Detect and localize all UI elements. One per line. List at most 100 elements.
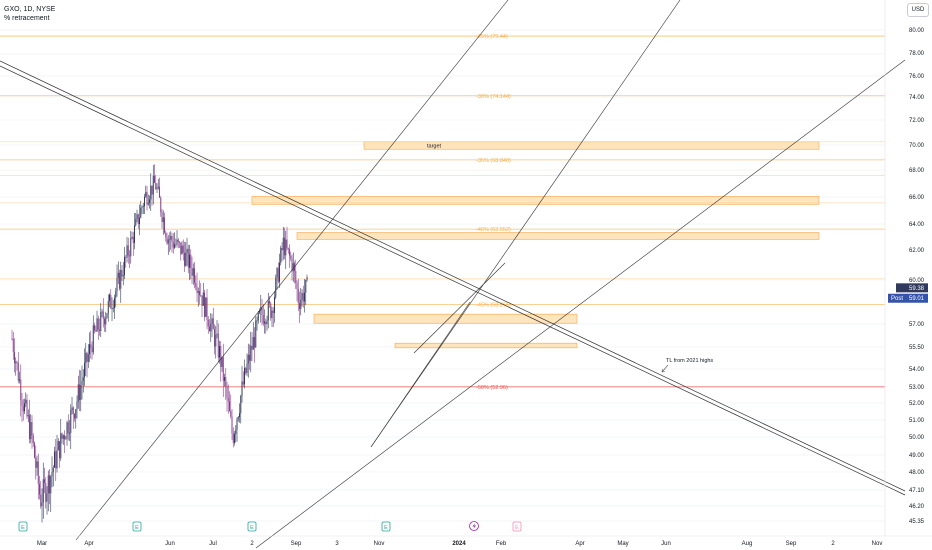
time-axis: Mar Apr Jun Jul 2 Sep 3 Nov 2024 Feb Apr May Jun Aug S… xyxy=(0,535,932,547)
candle-body xyxy=(47,475,49,494)
candle-body xyxy=(32,435,34,444)
candle-body xyxy=(77,384,79,402)
price-tick-label: 66.00 xyxy=(909,195,925,201)
candle-body xyxy=(264,321,266,324)
candle-body xyxy=(186,248,188,253)
candle-body xyxy=(80,384,82,400)
candle-body xyxy=(210,323,212,332)
chart-zones xyxy=(251,141,820,349)
candle-body xyxy=(300,299,302,310)
price-tick-label: 70.00 xyxy=(909,143,925,149)
event-marker-box xyxy=(381,521,391,532)
candle-body xyxy=(116,278,118,292)
candle-body xyxy=(179,241,181,243)
last-price-badge xyxy=(896,283,928,293)
price-tick-label: 47.10 xyxy=(909,488,925,494)
event-marker-box xyxy=(132,521,142,532)
candle-body xyxy=(215,334,217,347)
candle-body xyxy=(176,239,178,245)
candle-body xyxy=(159,186,161,198)
candle-body xyxy=(111,308,113,309)
candle-body xyxy=(221,356,223,367)
candle-body xyxy=(299,303,301,310)
candle-body xyxy=(67,422,69,434)
earnings-event-icon[interactable]: E xyxy=(132,521,142,532)
candle-body xyxy=(117,272,119,279)
price-tick-label: 68.00 xyxy=(909,168,925,174)
post-badge xyxy=(888,293,907,303)
candle-body xyxy=(91,347,93,353)
candle-body xyxy=(84,362,86,378)
candle-body xyxy=(305,280,307,293)
event-marker-letter: E xyxy=(135,525,139,531)
candle-body xyxy=(224,377,226,381)
candle-body xyxy=(106,313,108,318)
candle-body xyxy=(255,320,257,348)
symbol-title: GXO, 1D, NYSE xyxy=(4,6,56,13)
time-axis-label: 3 xyxy=(335,541,339,547)
candle-body xyxy=(209,326,211,332)
candle-body xyxy=(125,256,127,258)
candle-body xyxy=(61,433,63,439)
candle-body xyxy=(60,433,62,459)
candle-body xyxy=(244,367,246,385)
dividend-lightning-icon[interactable] xyxy=(469,521,479,531)
candle-body xyxy=(34,443,36,458)
candle-body xyxy=(52,467,54,472)
earnings-event-icon[interactable]: E xyxy=(18,521,28,532)
candle-body xyxy=(216,333,218,335)
time-axis-label: Apr xyxy=(575,541,584,547)
annotation-arrowhead xyxy=(661,368,666,373)
candle-body xyxy=(214,329,216,347)
candle-body xyxy=(251,345,253,350)
fib-level-label: -45% (58.256) xyxy=(476,302,511,308)
candle-body xyxy=(22,405,24,412)
candle-body xyxy=(291,258,293,272)
candle-body xyxy=(101,311,103,313)
event-marker-box xyxy=(512,521,522,532)
candle-body xyxy=(66,422,68,439)
fib-level-label: -50% (52.96) xyxy=(476,385,508,391)
price-tick-label: 45.35 xyxy=(909,519,925,525)
candle-body xyxy=(162,217,164,223)
earnings-event-icon[interactable]: E xyxy=(247,521,257,532)
time-axis-label: 2024 xyxy=(452,541,466,547)
candle-body xyxy=(37,461,39,484)
time-axis-label: 2 xyxy=(250,541,254,547)
price-tick-label: 46.20 xyxy=(909,504,925,510)
currency-button[interactable]: USD xyxy=(907,3,929,17)
candle-body xyxy=(155,182,157,190)
price-tick-label: 74.00 xyxy=(909,95,925,101)
candle-body xyxy=(201,295,203,306)
candle-body xyxy=(119,272,121,289)
candle-body xyxy=(212,318,214,330)
event-marker-letter: E xyxy=(21,525,25,531)
time-axis-label: Mar xyxy=(37,541,47,547)
candle-body xyxy=(225,377,227,387)
earnings-event-icon[interactable]: E xyxy=(381,521,391,532)
candle-body xyxy=(105,317,107,325)
candle-body xyxy=(296,282,298,289)
chart-annotations: target TL from 2021 highs xyxy=(427,144,713,373)
candle-body xyxy=(95,330,97,332)
candle-body xyxy=(205,297,207,317)
candle-body xyxy=(236,418,238,430)
last-price-label: 59.38 xyxy=(909,286,925,292)
candle-body xyxy=(292,263,294,272)
candle-body xyxy=(241,381,243,397)
lightning-glyph xyxy=(472,523,476,529)
event-marker-letter: E xyxy=(250,525,254,531)
candle-body xyxy=(195,282,197,287)
candle-body xyxy=(11,338,13,340)
post-label: Post xyxy=(891,296,903,302)
candle-body xyxy=(177,239,179,242)
channel-line xyxy=(413,262,506,354)
price-zone xyxy=(296,232,820,240)
earnings-event-icon[interactable]: E xyxy=(512,521,522,532)
candle-body xyxy=(21,400,23,406)
annotation-arrow xyxy=(661,364,669,373)
candle-body xyxy=(72,407,74,415)
chart-header: GXO, 1D, NYSE % retracement xyxy=(4,5,55,23)
candle-body xyxy=(289,248,291,256)
